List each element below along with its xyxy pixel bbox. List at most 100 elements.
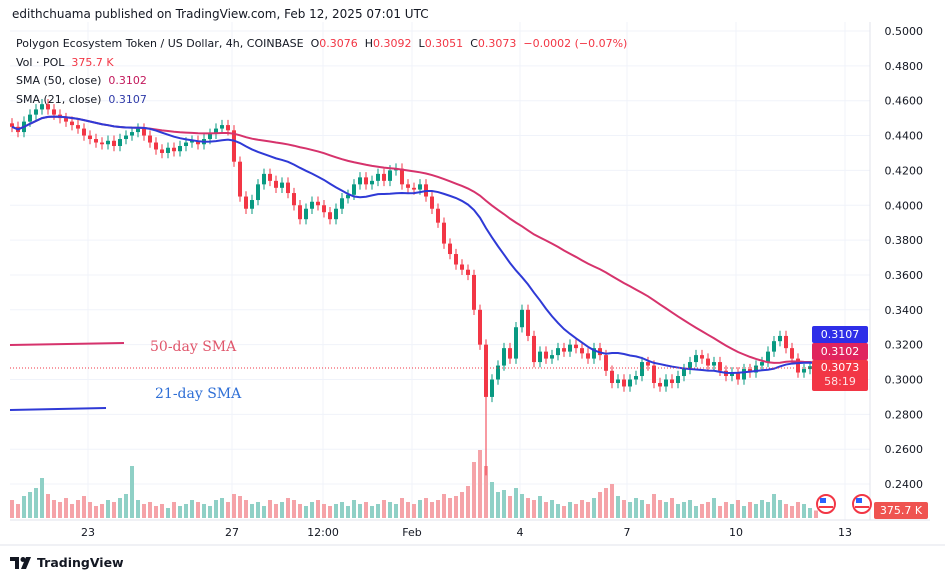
volume-bar (286, 498, 290, 518)
candle (166, 147, 170, 153)
volume-bar (574, 504, 578, 518)
volume-bar (502, 490, 506, 518)
candle (268, 173, 272, 181)
volume-bar (262, 506, 266, 518)
x-tick-label: 4 (517, 526, 524, 539)
last-price: 0.3073 (820, 361, 860, 374)
x-tick-label: 23 (81, 526, 95, 539)
low-value: 0.3051 (424, 37, 464, 50)
volume-bar (742, 506, 746, 518)
annotation-sma50: 50-day SMA (150, 339, 237, 355)
volume-bar (490, 482, 494, 518)
candle (772, 341, 776, 352)
candle (664, 379, 668, 387)
x-tick-label: 12:00 (307, 526, 339, 539)
volume-price-label: 375.7 K (874, 502, 928, 519)
volume-bar (778, 500, 782, 518)
volume-bar (208, 506, 212, 518)
candle (364, 177, 368, 185)
tradingview-logo[interactable]: TradingView (10, 555, 124, 570)
volume-bar (220, 498, 224, 518)
volume-bar (736, 500, 740, 518)
candle (550, 355, 554, 359)
candle (484, 344, 488, 397)
volume-bar (640, 500, 644, 518)
candle (304, 208, 308, 220)
candle (130, 132, 134, 136)
y-tick-label: 0.2400 (885, 478, 924, 491)
volume-bar (46, 494, 50, 518)
y-tick-label: 0.4800 (885, 60, 924, 73)
volume-bar (190, 500, 194, 518)
candle (706, 358, 710, 366)
us-flag-event-icon[interactable] (816, 494, 836, 514)
candle (436, 208, 440, 223)
volume-bar (118, 498, 122, 518)
volume-bar (70, 504, 74, 518)
close-label: C (470, 37, 478, 50)
candle (262, 173, 266, 185)
volume-label: Vol · POL (16, 55, 65, 69)
candle (46, 104, 50, 110)
volume-bar (34, 488, 38, 518)
volume-bar (136, 500, 140, 518)
y-tick-label: 0.3400 (885, 304, 924, 317)
candle (28, 114, 32, 122)
volume-bar (112, 502, 116, 518)
candle (556, 348, 560, 356)
candle (10, 123, 14, 127)
volume-bar (466, 486, 470, 518)
volume-bar (178, 506, 182, 518)
open-label: O (310, 37, 320, 50)
volume-bar (604, 488, 608, 518)
volume-bar (370, 506, 374, 518)
candle (40, 104, 44, 110)
volume-bar (694, 506, 698, 518)
volume-bar (688, 500, 692, 518)
volume-bar (586, 502, 590, 518)
candle (568, 344, 572, 352)
candle (580, 348, 584, 354)
publish-info: edithchuama published on TradingView.com… (12, 7, 429, 21)
volume-bar (10, 500, 14, 518)
candle (310, 201, 314, 209)
candle (616, 379, 620, 383)
x-tick-label: 10 (729, 526, 743, 539)
volume-bar (676, 504, 680, 518)
volume-bar (580, 500, 584, 518)
candle (610, 370, 614, 383)
y-tick-label: 0.3800 (885, 234, 924, 247)
candle (208, 133, 212, 140)
volume-bar (298, 504, 302, 518)
y-tick-label: 0.4000 (885, 199, 924, 212)
candle (190, 140, 194, 143)
candle (712, 362, 716, 366)
candle (472, 274, 476, 310)
volume-bar (484, 466, 488, 518)
volume-bar (520, 494, 524, 518)
candle (292, 193, 296, 206)
candle (628, 379, 632, 387)
volume-bar (202, 504, 206, 518)
candle (442, 222, 446, 244)
candle (322, 205, 326, 213)
candle (376, 173, 380, 181)
candle (346, 194, 350, 199)
candle (622, 379, 626, 387)
us-flag-event-icon[interactable] (852, 494, 872, 514)
close-value: 0.3073 (477, 37, 517, 50)
volume-bar (430, 502, 434, 518)
volume-bar (748, 502, 752, 518)
volume-bar (256, 502, 260, 518)
volume-bar (334, 504, 338, 518)
volume-bar (478, 450, 482, 518)
volume-bar (526, 498, 530, 518)
volume-bar (280, 502, 284, 518)
sma50-row: SMA (50, close) 0.3102 (16, 72, 627, 91)
candle (562, 348, 566, 352)
candle (718, 362, 722, 371)
volume-bar (766, 502, 770, 518)
candle (682, 369, 686, 377)
candle (34, 109, 38, 115)
